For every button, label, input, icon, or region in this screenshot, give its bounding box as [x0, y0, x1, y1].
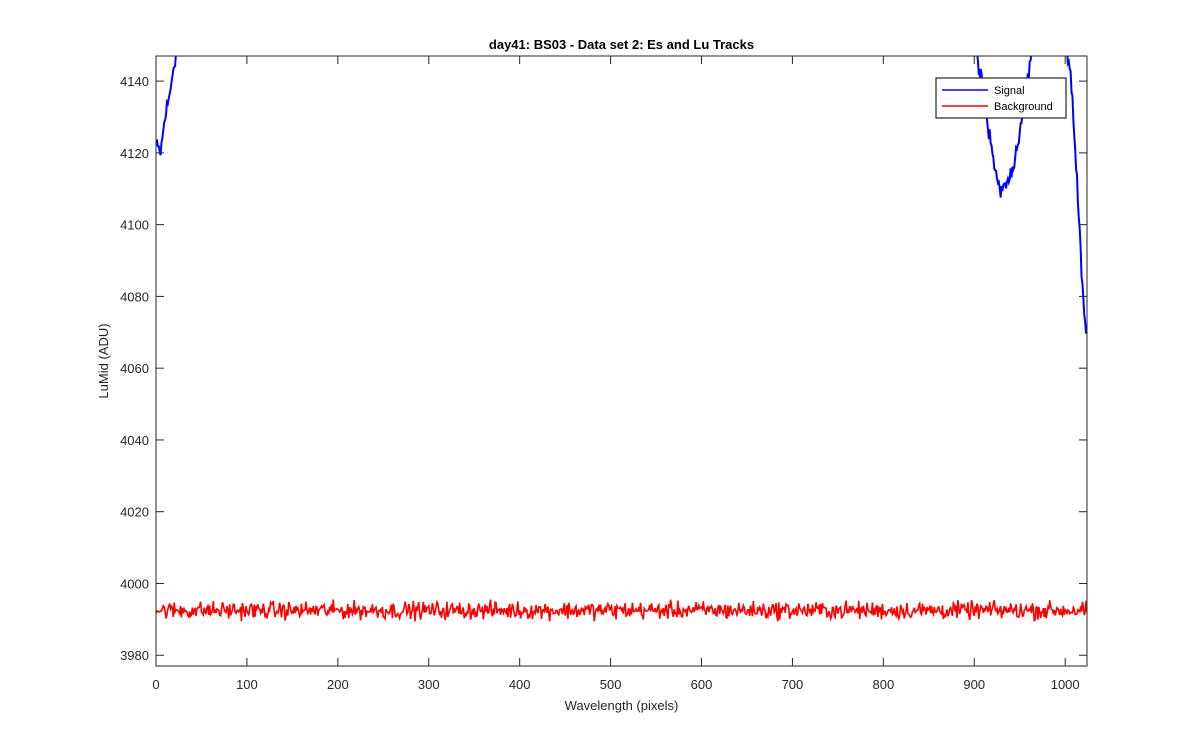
x-tick-label: 1000 [1051, 677, 1080, 692]
x-tick-label: 200 [327, 677, 349, 692]
series-layer [156, 56, 1087, 622]
series-background-line [156, 599, 1087, 622]
legend-label-signal: Signal [994, 85, 1025, 97]
y-tick-label: 4120 [120, 146, 149, 161]
legend: Signal Background [935, 77, 1067, 119]
y-tick-label: 4060 [120, 361, 149, 376]
x-tick-label: 900 [963, 677, 985, 692]
legend-label-background: Background [994, 101, 1053, 113]
y-tick-label: 4100 [120, 218, 149, 233]
x-tick-label: 700 [782, 677, 804, 692]
y-axis-title: LuMid (ADU) [96, 323, 111, 398]
y-tick-label: 4020 [120, 505, 149, 520]
x-tick-label: 300 [418, 677, 440, 692]
chart-title: day41: BS03 - Data set 2: Es and Lu Trac… [489, 37, 754, 52]
x-tick-label: 100 [236, 677, 258, 692]
y-tick-label: 4000 [120, 576, 149, 591]
x-tick-label: 0 [152, 677, 159, 692]
y-tick-label: 4080 [120, 289, 149, 304]
axes-box [155, 55, 1088, 667]
y-tick-label: 3980 [120, 648, 149, 663]
legend-box [935, 77, 1067, 119]
plot-area [156, 56, 1087, 666]
x-tick-label: 600 [691, 677, 713, 692]
x-axis-ticks: 0 100 200 300 400 500 600 700 800 900 1000 [152, 56, 1080, 692]
y-axis-ticks: 3980 4000 4020 4040 4060 4080 4100 4120 4140 [120, 74, 1087, 663]
x-axis-title: Wavelength (pixels) [565, 698, 679, 713]
x-tick-label: 400 [509, 677, 531, 692]
x-tick-label: 800 [872, 677, 894, 692]
x-tick-label: 500 [600, 677, 622, 692]
y-tick-label: 4040 [120, 433, 149, 448]
y-tick-label: 4140 [120, 74, 149, 89]
